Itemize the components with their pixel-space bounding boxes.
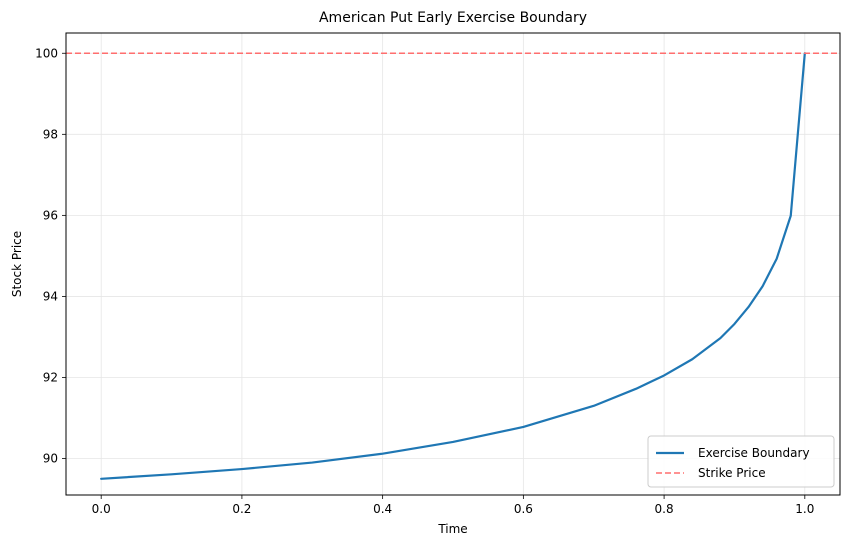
x-axis-label: Time [437,522,467,536]
legend-box [647,435,835,488]
ticks: 0.0 0.2 0.4 0.6 0.8 1.0 90 92 94 96 98 100 [35,46,814,516]
legend-label-exercise-boundary: Exercise Boundary [698,446,810,460]
x-tick-label: 0.2 [232,502,251,516]
y-tick-label: 90 [43,452,58,466]
legend: Exercise Boundary Strike Price [647,435,835,488]
y-tick-label: 92 [43,370,58,384]
y-tick-label: 98 [43,127,58,141]
y-tick-label: 96 [43,208,58,222]
legend-label-strike-price: Strike Price [698,466,766,480]
y-tick-label: 100 [35,46,58,60]
chart-title: American Put Early Exercise Boundary [319,10,587,26]
x-tick-label: 0.6 [514,502,533,516]
x-tick-label: 0.0 [92,502,111,516]
y-tick-label: 94 [43,289,58,303]
grid [66,33,840,495]
exercise-boundary-line [100,52,806,480]
x-tick-label: 0.8 [655,502,674,516]
x-tick-label: 0.4 [373,502,392,516]
x-tick-label: 1.0 [795,502,814,516]
axes-frame [65,32,841,496]
y-axis-label: Stock Price [10,231,24,297]
plot-area [66,52,840,480]
